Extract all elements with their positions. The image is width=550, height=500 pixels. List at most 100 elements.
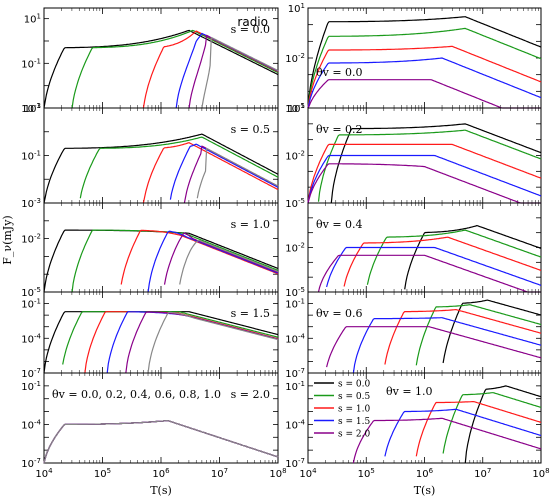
series-line-theta-0.4: [142, 142, 279, 204]
x-tick-label: 107: [211, 467, 228, 480]
y-axis-label: F_ν(mJy): [1, 215, 14, 264]
panel-annotation: θv = 0.6: [316, 307, 363, 320]
y-tick-label: 10-1: [21, 380, 41, 393]
panel-frame: [307, 7, 542, 109]
series-line-s-2.0: [326, 326, 542, 368]
x-tick-label: 106: [152, 467, 170, 480]
y-tick-label: 10-7: [21, 457, 41, 470]
left-panel-1: 10-3 10-1 101 s = 0.5: [21, 102, 279, 210]
series-line-s-0.5: [317, 129, 542, 202]
panel-annotation: θv = 1.0: [386, 385, 433, 398]
y-tick-label: 10-4: [21, 418, 41, 431]
legend: s = 0.0 s = 0.5 s = 1.0 s = 1.5 s = 2.0: [314, 380, 370, 440]
series-line-theta-0.0: [43, 420, 279, 464]
series-line-theta-0.0: [43, 311, 279, 374]
y-tick-label: 101: [24, 102, 41, 115]
x-tick-label: 106: [416, 467, 434, 480]
right-panel-1: 10-5 10-2 101 θv = 0.2: [285, 102, 542, 210]
y-tick-label: 101: [24, 13, 41, 26]
series-line-theta-0.6: [147, 230, 279, 293]
legend-label: s = 1.0: [338, 405, 370, 415]
y-tick-label: 10-4: [285, 332, 305, 345]
y-tick-label: 10-3: [21, 102, 41, 115]
x-tick-label: 108: [269, 467, 286, 480]
series-line-s-0.0: [404, 225, 542, 290]
series-line-s-0.0: [330, 123, 542, 203]
series-line-s-1.0: [343, 236, 542, 287]
series-line-s-1.5: [352, 317, 542, 374]
series-line-theta-0.2: [43, 420, 279, 464]
series-line-s-1.0: [415, 401, 542, 457]
y-tick-label: 10-5: [285, 102, 305, 115]
series-line-s-0.5: [415, 304, 542, 366]
right-panel-3: 10-7 10-4 10-1 θv = 0.6: [285, 291, 542, 380]
y-tick-label: 10-5: [285, 197, 305, 210]
series-line-s-1.0: [307, 45, 542, 109]
x-tick-label: 107: [474, 467, 491, 480]
series-line-s-2.0: [307, 163, 541, 204]
series-line-s-1.5: [326, 246, 542, 288]
panel-frame: [43, 291, 279, 374]
series-line-s-1.0: [384, 309, 542, 365]
x-tick-label: 105: [358, 467, 375, 480]
series-line-s-1.5: [384, 408, 542, 457]
y-tick-label: 10-1: [21, 298, 41, 311]
series-line-s-0.0: [464, 385, 542, 464]
series-line-s-0.5: [366, 229, 542, 285]
series-line-s-2.0: [352, 417, 542, 464]
y-tick-label: 10-7: [21, 367, 41, 380]
series-line-theta-1.0: [43, 420, 279, 464]
y-tick-label: 10-1: [285, 298, 305, 311]
series-line-theta-0.8: [163, 232, 279, 285]
y-tick-label: 10-4: [21, 332, 41, 345]
legend-label: s = 0.0: [338, 380, 370, 390]
right-panel-4: 10-7 10-4 10-1 104 105 106 107 108 θv = 1.0 s = 0…: [285, 372, 550, 480]
x-tick-label: 105: [94, 467, 111, 480]
y-tick-label: 101: [288, 102, 305, 115]
panel-annotation: s = 0.0: [231, 23, 270, 36]
y-tick-label: 10-2: [285, 52, 305, 65]
panel-annotation: s = 2.0: [231, 388, 270, 401]
x-axis-label: T(s): [414, 484, 436, 497]
left-panel-4: 10-7 10-4 10-1 104 105 106 107 108 s = 2.0 θv = 0…: [21, 372, 287, 480]
x-tick-label: 104: [35, 467, 53, 480]
legend-label: s = 1.5: [338, 417, 370, 427]
panel-annotation: θv = 0.4: [316, 218, 363, 231]
right-panel-0: 10-5 10-2 101 θv = 0.0: [285, 2, 542, 115]
series-line-theta-0.2: [79, 136, 279, 199]
series-line-theta-0.4: [43, 420, 279, 464]
series-line-theta-0.2: [71, 29, 279, 109]
panel-annotation: s = 1.5: [231, 307, 270, 320]
left-panel-2: 10-5 10-2 s = 1.0: [21, 202, 279, 299]
right-panel-2: 10-5 10-2 θv = 0.4: [285, 202, 542, 299]
theta-list-label: θv = 0.0, 0.2, 0.4, 0.6, 0.8, 1.0: [52, 388, 221, 401]
y-tick-label: 10-2: [285, 150, 305, 163]
left-panel-3: 10-7 10-4 10-1 s = 1.5: [21, 291, 279, 380]
series-line-theta-0.4: [120, 229, 279, 285]
panel-frame: [43, 372, 279, 464]
y-tick-label: 10-1: [285, 380, 305, 393]
series-line-s-2.0: [317, 254, 541, 293]
panel-annotation: θv = 0.0: [316, 66, 363, 79]
y-tick-label: 10-7: [285, 367, 305, 380]
y-tick-label: 10-2: [21, 233, 41, 246]
y-tick-label: 10-1: [21, 57, 41, 70]
series-line-s-0.0: [307, 16, 542, 109]
panel-title: radio: [237, 15, 268, 29]
legend-label: s = 0.5: [338, 392, 370, 402]
legend-label: s = 2.0: [338, 430, 370, 440]
panel-annotation: s = 0.5: [231, 123, 270, 136]
series-line-theta-0.8: [43, 420, 279, 464]
series-line-s-1.0: [307, 143, 542, 204]
series-line-theta-0.0: [43, 29, 279, 109]
series-line-theta-1.0: [201, 36, 279, 109]
series-line-theta-0.6: [169, 143, 279, 200]
series-line-theta-1.0: [196, 147, 279, 199]
y-tick-label: 10-1: [21, 150, 41, 163]
series-line-s-1.5: [307, 154, 542, 204]
panel-annotation: s = 1.0: [231, 218, 270, 231]
y-tick-label: 10-3: [21, 197, 41, 210]
y-tick-label: 10-4: [285, 418, 305, 431]
